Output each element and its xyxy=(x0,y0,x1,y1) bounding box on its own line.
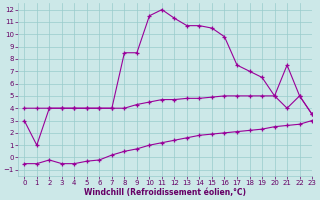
X-axis label: Windchill (Refroidissement éolien,°C): Windchill (Refroidissement éolien,°C) xyxy=(84,188,246,197)
